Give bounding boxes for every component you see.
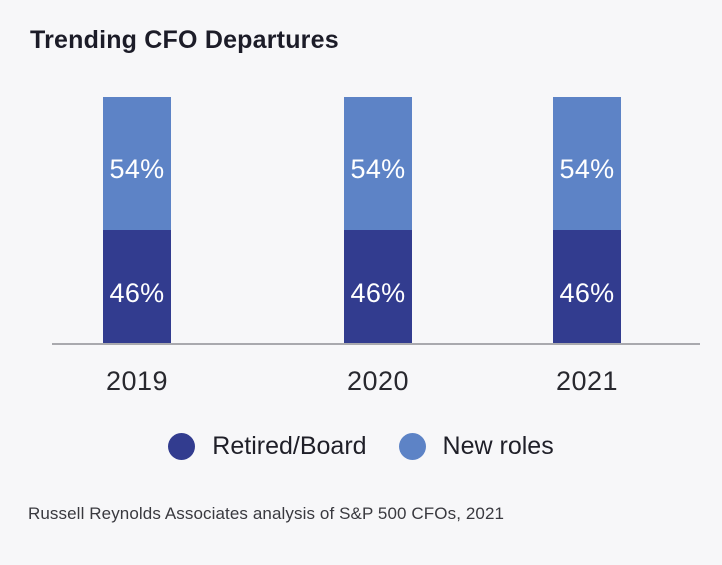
bar-2019-segment-retired-board: 46% — [103, 230, 171, 344]
value-label: 46% — [350, 277, 406, 308]
bar-2019-segment-new-roles: 54% — [103, 97, 171, 230]
value-label: 54% — [109, 154, 165, 184]
x-tick-label-2019: 2019 — [105, 366, 169, 396]
legend-dot-retired-board — [168, 433, 196, 460]
legend-label: New roles — [442, 432, 554, 460]
bar-2021-segment-retired-board: 46% — [553, 230, 621, 344]
bar-2019: 54% 46% — [103, 97, 171, 344]
bar-2020-segment-retired-board: 46% — [344, 230, 412, 344]
x-tick-label-2020: 2020 — [346, 366, 410, 396]
stacked-bar-chart: 54% 46% 54% 46% 54% 46% 2019 2020 202 — [52, 97, 700, 396]
legend-label: Retired/Board — [212, 432, 367, 460]
value-label: 54% — [559, 154, 615, 184]
value-label: 54% — [350, 154, 406, 184]
legend-dot-new-roles — [398, 433, 426, 460]
chart-title: Trending CFO Departures — [30, 26, 339, 54]
value-label: 46% — [559, 277, 615, 308]
source-attribution: Russell Reynolds Associates analysis of … — [28, 504, 505, 523]
bar-2021-segment-new-roles: 54% — [553, 97, 621, 230]
bar-2020: 54% 46% — [344, 97, 412, 344]
bar-2020-segment-new-roles: 54% — [344, 97, 412, 230]
x-axis-line — [52, 343, 700, 345]
chart-legend: Retired/Board New roles — [0, 432, 722, 461]
x-tick-label-2021: 2021 — [555, 366, 619, 396]
bar-2021: 54% 46% — [553, 97, 621, 344]
legend-item-new-roles: New roles — [398, 432, 554, 461]
legend-item-retired-board: Retired/Board — [168, 432, 367, 461]
value-label: 46% — [109, 277, 165, 308]
